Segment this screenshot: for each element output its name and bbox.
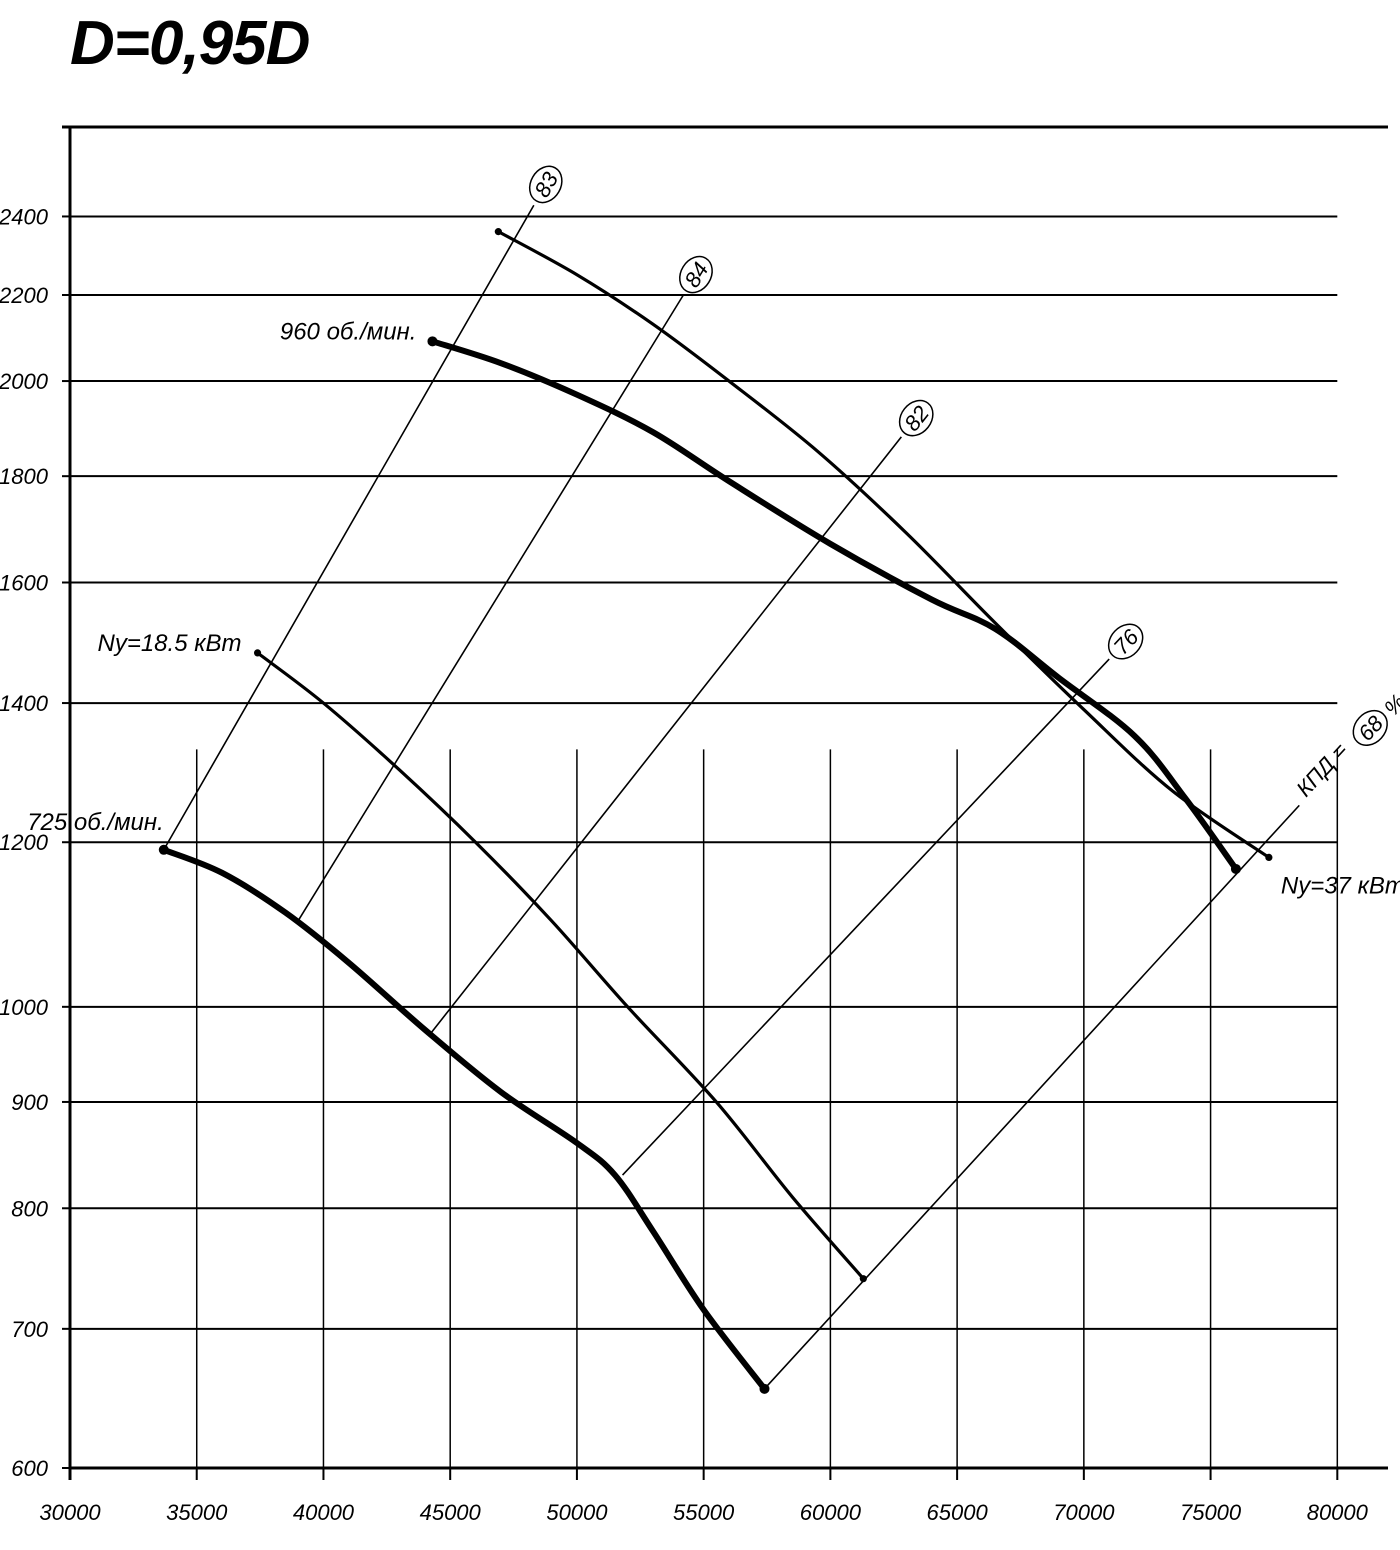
series-curves <box>158 228 1273 1394</box>
x-tick-label: 65000 <box>927 1500 989 1525</box>
series-endpoint-end <box>859 1275 867 1283</box>
y-tick-label: 1600 <box>0 571 49 596</box>
series-curve-0 <box>160 846 768 1392</box>
annotation-3: Ny=37 кВт <box>1281 872 1400 899</box>
efficiency-line-76 <box>621 658 1110 1176</box>
efficiency-line-84 <box>297 294 685 922</box>
annotation-0: 725 об./мин. <box>27 809 164 836</box>
x-tick-label: 40000 <box>293 1500 355 1525</box>
series-curve-2 <box>429 338 1239 872</box>
x-tick-label: 75000 <box>1180 1500 1242 1525</box>
series-endpoint-start <box>158 844 169 855</box>
x-tick-label: 30000 <box>39 1500 101 1525</box>
series-endpoint-end <box>1265 853 1273 862</box>
grid <box>70 215 1339 1468</box>
series-endpoint-start <box>427 336 438 347</box>
y-tick-label: 2200 <box>0 283 49 308</box>
y-tick-label: 1000 <box>0 995 49 1020</box>
y-tick-label: 2000 <box>0 369 49 394</box>
efficiency-circle-82 <box>898 399 934 437</box>
x-tick-label: 45000 <box>420 1500 482 1525</box>
efficiency-line-83 <box>163 204 535 851</box>
axes <box>62 125 1388 1480</box>
series-endpoint-end <box>1230 863 1241 874</box>
y-tick-label: 1800 <box>0 464 49 489</box>
annotation-1: Ny=18.5 кВт <box>97 630 241 657</box>
y-tick-label: 2400 <box>0 204 49 229</box>
annotation-2: 960 об./мин. <box>280 318 417 345</box>
series-endpoint-end <box>759 1383 770 1394</box>
series-curve-1 <box>255 651 865 1281</box>
y-tick-label: 700 <box>11 1317 48 1342</box>
x-tick-label: 80000 <box>1307 1500 1369 1525</box>
series-curve-3 <box>496 230 1271 860</box>
series-endpoint-start <box>253 649 262 657</box>
y-tick-label: 900 <box>11 1090 48 1115</box>
chart-title: D=0,95D <box>70 9 310 78</box>
x-tick-label: 60000 <box>800 1500 862 1525</box>
y-tick-label: 800 <box>11 1196 48 1221</box>
efficiency-line-68 <box>763 804 1300 1390</box>
efficiency-circle-83 <box>528 165 563 204</box>
efficiency-prefix: КПД = <box>1291 738 1352 802</box>
y-tick-label: 1200 <box>0 830 49 855</box>
series-endpoint-start <box>494 228 502 236</box>
efficiency-circle-84 <box>679 255 713 294</box>
x-tick-label: 70000 <box>1053 1500 1115 1525</box>
efficiency-circle-76 <box>1107 623 1144 660</box>
y-tick-label: 600 <box>11 1456 48 1481</box>
efficiency-circle-68 <box>1352 709 1388 747</box>
y-tick-label: 1400 <box>0 691 49 716</box>
x-tick-label: 50000 <box>546 1500 608 1525</box>
x-tick-label: 55000 <box>673 1500 735 1525</box>
x-tick-label: 35000 <box>166 1500 228 1525</box>
